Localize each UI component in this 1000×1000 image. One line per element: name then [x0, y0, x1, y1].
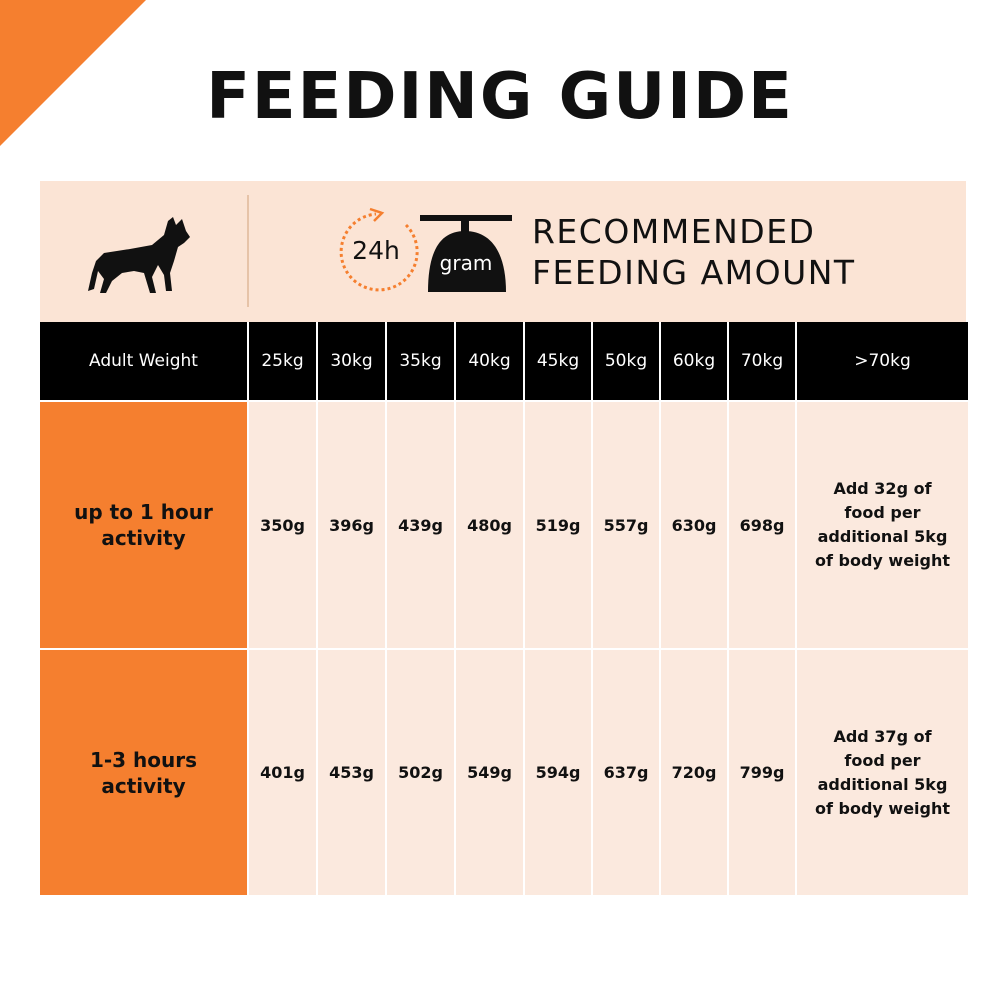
amount-cell: 630g	[661, 402, 727, 648]
clock-label: 24h	[352, 236, 400, 265]
amount-cell: 453g	[318, 650, 385, 895]
scale-top	[420, 215, 512, 221]
title: FEEDING GUIDE	[206, 60, 794, 134]
note-cell: Add 32g of food per additional 5kg of bo…	[797, 402, 968, 648]
corner-triangle	[0, 0, 146, 146]
note-cell: Add 37g of food per additional 5kg of bo…	[797, 650, 968, 895]
header-cell: Adult Weight	[40, 322, 247, 400]
amount-cell: 594g	[525, 650, 591, 895]
amount-cell: 401g	[249, 650, 316, 895]
heading-line: RECOMMENDED	[532, 212, 816, 251]
amount-cell: 439g	[387, 402, 454, 648]
header-cell: 25kg	[249, 322, 316, 400]
banner: 24h gram RECOMMENDED FEEDING AMOUNT	[40, 181, 966, 322]
row-label: 1-3 hours activity	[40, 650, 247, 895]
header-cell: 35kg	[387, 322, 454, 400]
heading-line: FEEDING AMOUNT	[532, 253, 856, 292]
amount-cell: 720g	[661, 650, 727, 895]
amount-cell: 350g	[249, 402, 316, 648]
header-cell: 40kg	[456, 322, 523, 400]
header-cell: 30kg	[318, 322, 385, 400]
amount-cell: 502g	[387, 650, 454, 895]
dog-icon	[88, 217, 190, 293]
banner-heading: RECOMMENDED FEEDING AMOUNT	[532, 211, 856, 293]
header-cell: 70kg	[729, 322, 795, 400]
amount-cell: 396g	[318, 402, 385, 648]
scale-body	[428, 231, 506, 292]
amount-cell: 799g	[729, 650, 795, 895]
banner-icons: 24h gram	[88, 195, 512, 307]
scale-stem	[461, 221, 469, 233]
row-label: up to 1 hour activity	[40, 402, 247, 648]
amount-cell: 519g	[525, 402, 591, 648]
amount-cell: 549g	[456, 650, 523, 895]
header-cell: 50kg	[593, 322, 659, 400]
amount-cell: 557g	[593, 402, 659, 648]
amount-cell: 698g	[729, 402, 795, 648]
header-cell: 45kg	[525, 322, 591, 400]
clock-arc	[339, 212, 419, 292]
header-cell: >70kg	[797, 322, 968, 400]
header-cell: 60kg	[661, 322, 727, 400]
feeding-table: Adult Weight 25kg 30kg 35kg 40kg 45kg 50kg 60kg…	[40, 322, 968, 895]
amount-cell: 637g	[593, 650, 659, 895]
amount-cell: 480g	[456, 402, 523, 648]
scale-label: gram	[440, 251, 493, 275]
clock-arrow	[369, 207, 385, 222]
